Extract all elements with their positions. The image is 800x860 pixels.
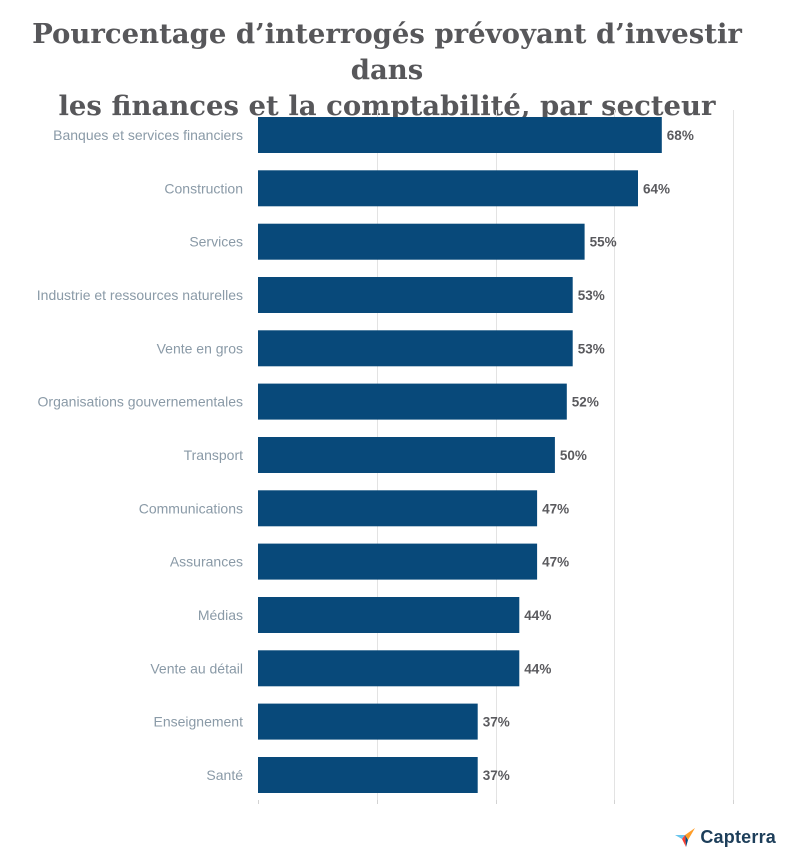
category-label: Industrie et ressources naturelles: [37, 287, 243, 303]
category-label: Organisations gouvernementales: [38, 394, 243, 410]
bars: [258, 117, 662, 793]
labels: Banques et services financiers 68% Constru…: [37, 127, 694, 783]
chart-title-line-1: Pourcentage d’interrogés prévoyant d’inv…: [32, 18, 742, 86]
category-label: Construction: [164, 180, 243, 196]
bar: [258, 597, 520, 633]
value-label: 37%: [483, 715, 510, 730]
capterra-logo: Capterra: [674, 826, 776, 848]
bar: [258, 543, 538, 580]
bar: [258, 703, 478, 740]
category-label: Banques et services financiers: [53, 127, 243, 143]
bar: [258, 650, 520, 687]
category-label: Vente au détail: [150, 660, 243, 676]
bar: [258, 223, 585, 260]
capterra-logo-text: Capterra: [700, 826, 776, 847]
bar: [258, 170, 638, 207]
bar: [258, 490, 538, 527]
value-label: 55%: [590, 235, 617, 250]
bar: [258, 383, 567, 420]
value-label: 64%: [643, 181, 670, 196]
category-label: Transport: [184, 447, 244, 463]
value-label: 50%: [560, 448, 587, 463]
value-label: 68%: [667, 128, 694, 143]
category-label: Vente en gros: [157, 340, 243, 356]
category-label: Santé: [206, 767, 243, 783]
value-label: 47%: [542, 555, 569, 570]
value-label: 53%: [578, 341, 605, 356]
value-label: 44%: [524, 608, 551, 623]
value-label: 53%: [578, 288, 605, 303]
value-label: 44%: [524, 661, 551, 676]
category-label: Assurances: [170, 554, 243, 570]
value-label: 47%: [542, 501, 569, 516]
category-label: Services: [189, 234, 243, 250]
value-label: 52%: [572, 395, 599, 410]
bar: [258, 277, 573, 313]
bar: [258, 437, 555, 473]
bar: [258, 757, 478, 793]
bar: [258, 330, 573, 367]
bar: [258, 117, 662, 153]
value-label: 37%: [483, 768, 510, 783]
category-label: Médias: [198, 607, 243, 623]
category-label: Enseignement: [153, 714, 243, 730]
capterra-arrow-icon: [675, 828, 696, 847]
category-label: Communications: [139, 500, 243, 516]
